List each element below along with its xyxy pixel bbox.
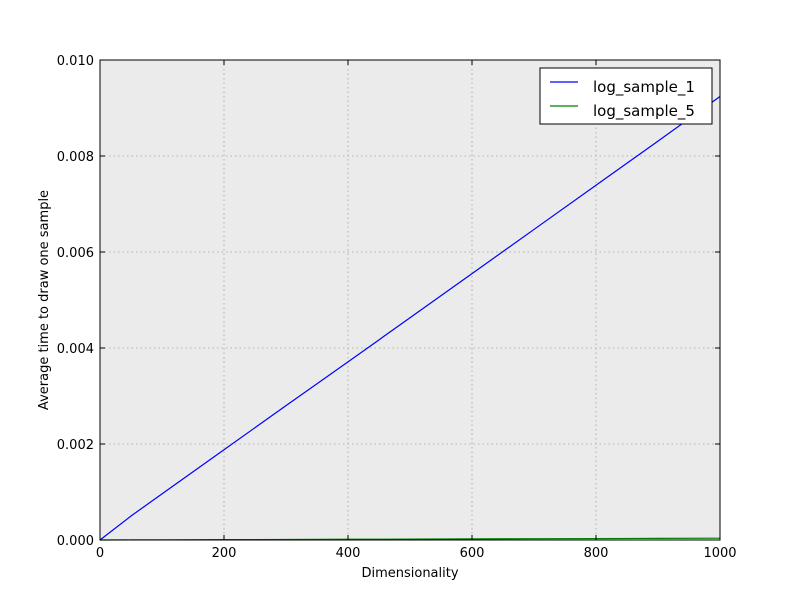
y-tick-label: 0.000 bbox=[57, 534, 94, 549]
x-axis-label: Dimensionality bbox=[361, 566, 458, 581]
x-tick-label: 400 bbox=[336, 546, 361, 561]
y-tick-label: 0.004 bbox=[57, 342, 94, 357]
series-line-log-sample-1 bbox=[99, 95, 721, 541]
y-tick-label: 0.002 bbox=[57, 438, 94, 453]
legend-box bbox=[539, 67, 713, 125]
ticks bbox=[99, 59, 721, 541]
y-tick-label: 0.010 bbox=[57, 54, 94, 69]
legend: log_sample_1 log_sample_5 bbox=[539, 67, 713, 125]
x-tick-label: 1000 bbox=[703, 546, 736, 561]
x-tick-label: 0 bbox=[96, 546, 104, 561]
y-tick-labels: 0.000 0.002 0.004 0.006 0.008 0.010 bbox=[57, 54, 94, 549]
x-tick-label: 800 bbox=[584, 546, 609, 561]
plot-frame bbox=[99, 59, 721, 541]
y-axis-label: Average time to draw one sample bbox=[37, 190, 52, 410]
legend-label-log-sample-1: log_sample_1 bbox=[593, 78, 695, 97]
plot-area bbox=[100, 60, 720, 540]
x-tick-label: 600 bbox=[460, 546, 485, 561]
x-tick-label: 200 bbox=[212, 546, 237, 561]
grid bbox=[100, 60, 720, 540]
legend-label-log-sample-5: log_sample_5 bbox=[593, 102, 695, 121]
x-tick-labels: 0 200 400 600 800 1000 bbox=[96, 546, 737, 561]
y-tick-label: 0.008 bbox=[57, 150, 94, 165]
y-tick-label: 0.006 bbox=[57, 246, 94, 261]
